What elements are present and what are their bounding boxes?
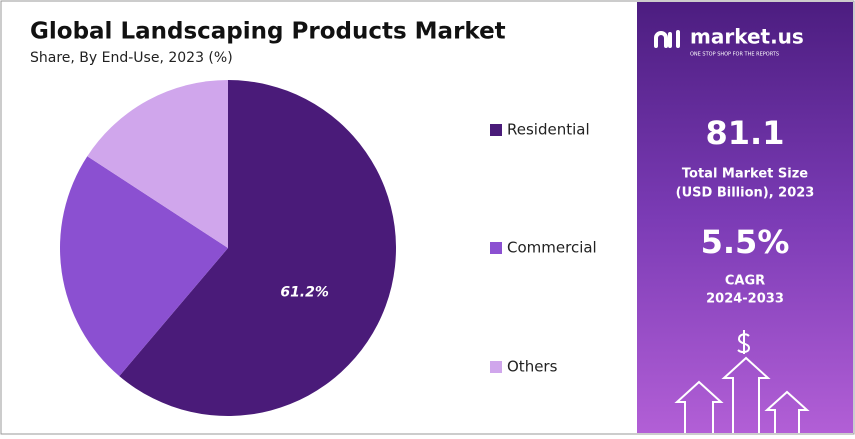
arrow-icon xyxy=(764,390,810,433)
chart-title: Global Landscaping Products Market xyxy=(30,19,506,45)
growth-icon xyxy=(674,330,810,433)
value-label: 61.2% xyxy=(280,285,329,301)
pie-slice xyxy=(60,156,229,377)
side-panel xyxy=(637,2,853,433)
pie-slice xyxy=(119,80,397,416)
legend-swatch xyxy=(490,124,502,136)
legend-label: Residential xyxy=(507,121,590,139)
market-size-label: Total Market Size xyxy=(682,167,808,182)
cagr: 5.5% xyxy=(701,223,790,261)
market-size-label: (USD Billion), 2023 xyxy=(676,186,815,201)
brand: market.us xyxy=(690,25,804,49)
legend-swatch xyxy=(490,361,502,373)
legend-swatch xyxy=(490,242,502,254)
dollar-icon xyxy=(737,330,751,354)
pie: 61.2% xyxy=(60,80,397,416)
arrow-icon xyxy=(674,380,724,433)
tagline: ONE STOP SHOP FOR THE REPORTS xyxy=(690,52,779,58)
cagr-period: 2024-2033 xyxy=(706,292,784,307)
legend-label: Commercial xyxy=(507,239,597,257)
chart-subtitle: Share, By End-Use, 2023 (%) xyxy=(30,50,233,66)
logo xyxy=(654,30,680,48)
market-size: 81.1 xyxy=(706,114,785,152)
legend-label: Others xyxy=(507,358,558,376)
pie-slice xyxy=(87,80,228,248)
logo-mark xyxy=(654,30,680,48)
legend: Residential Commercial Others xyxy=(490,121,597,376)
cagr-label: CAGR xyxy=(725,274,765,289)
arrow-icon xyxy=(721,356,771,433)
